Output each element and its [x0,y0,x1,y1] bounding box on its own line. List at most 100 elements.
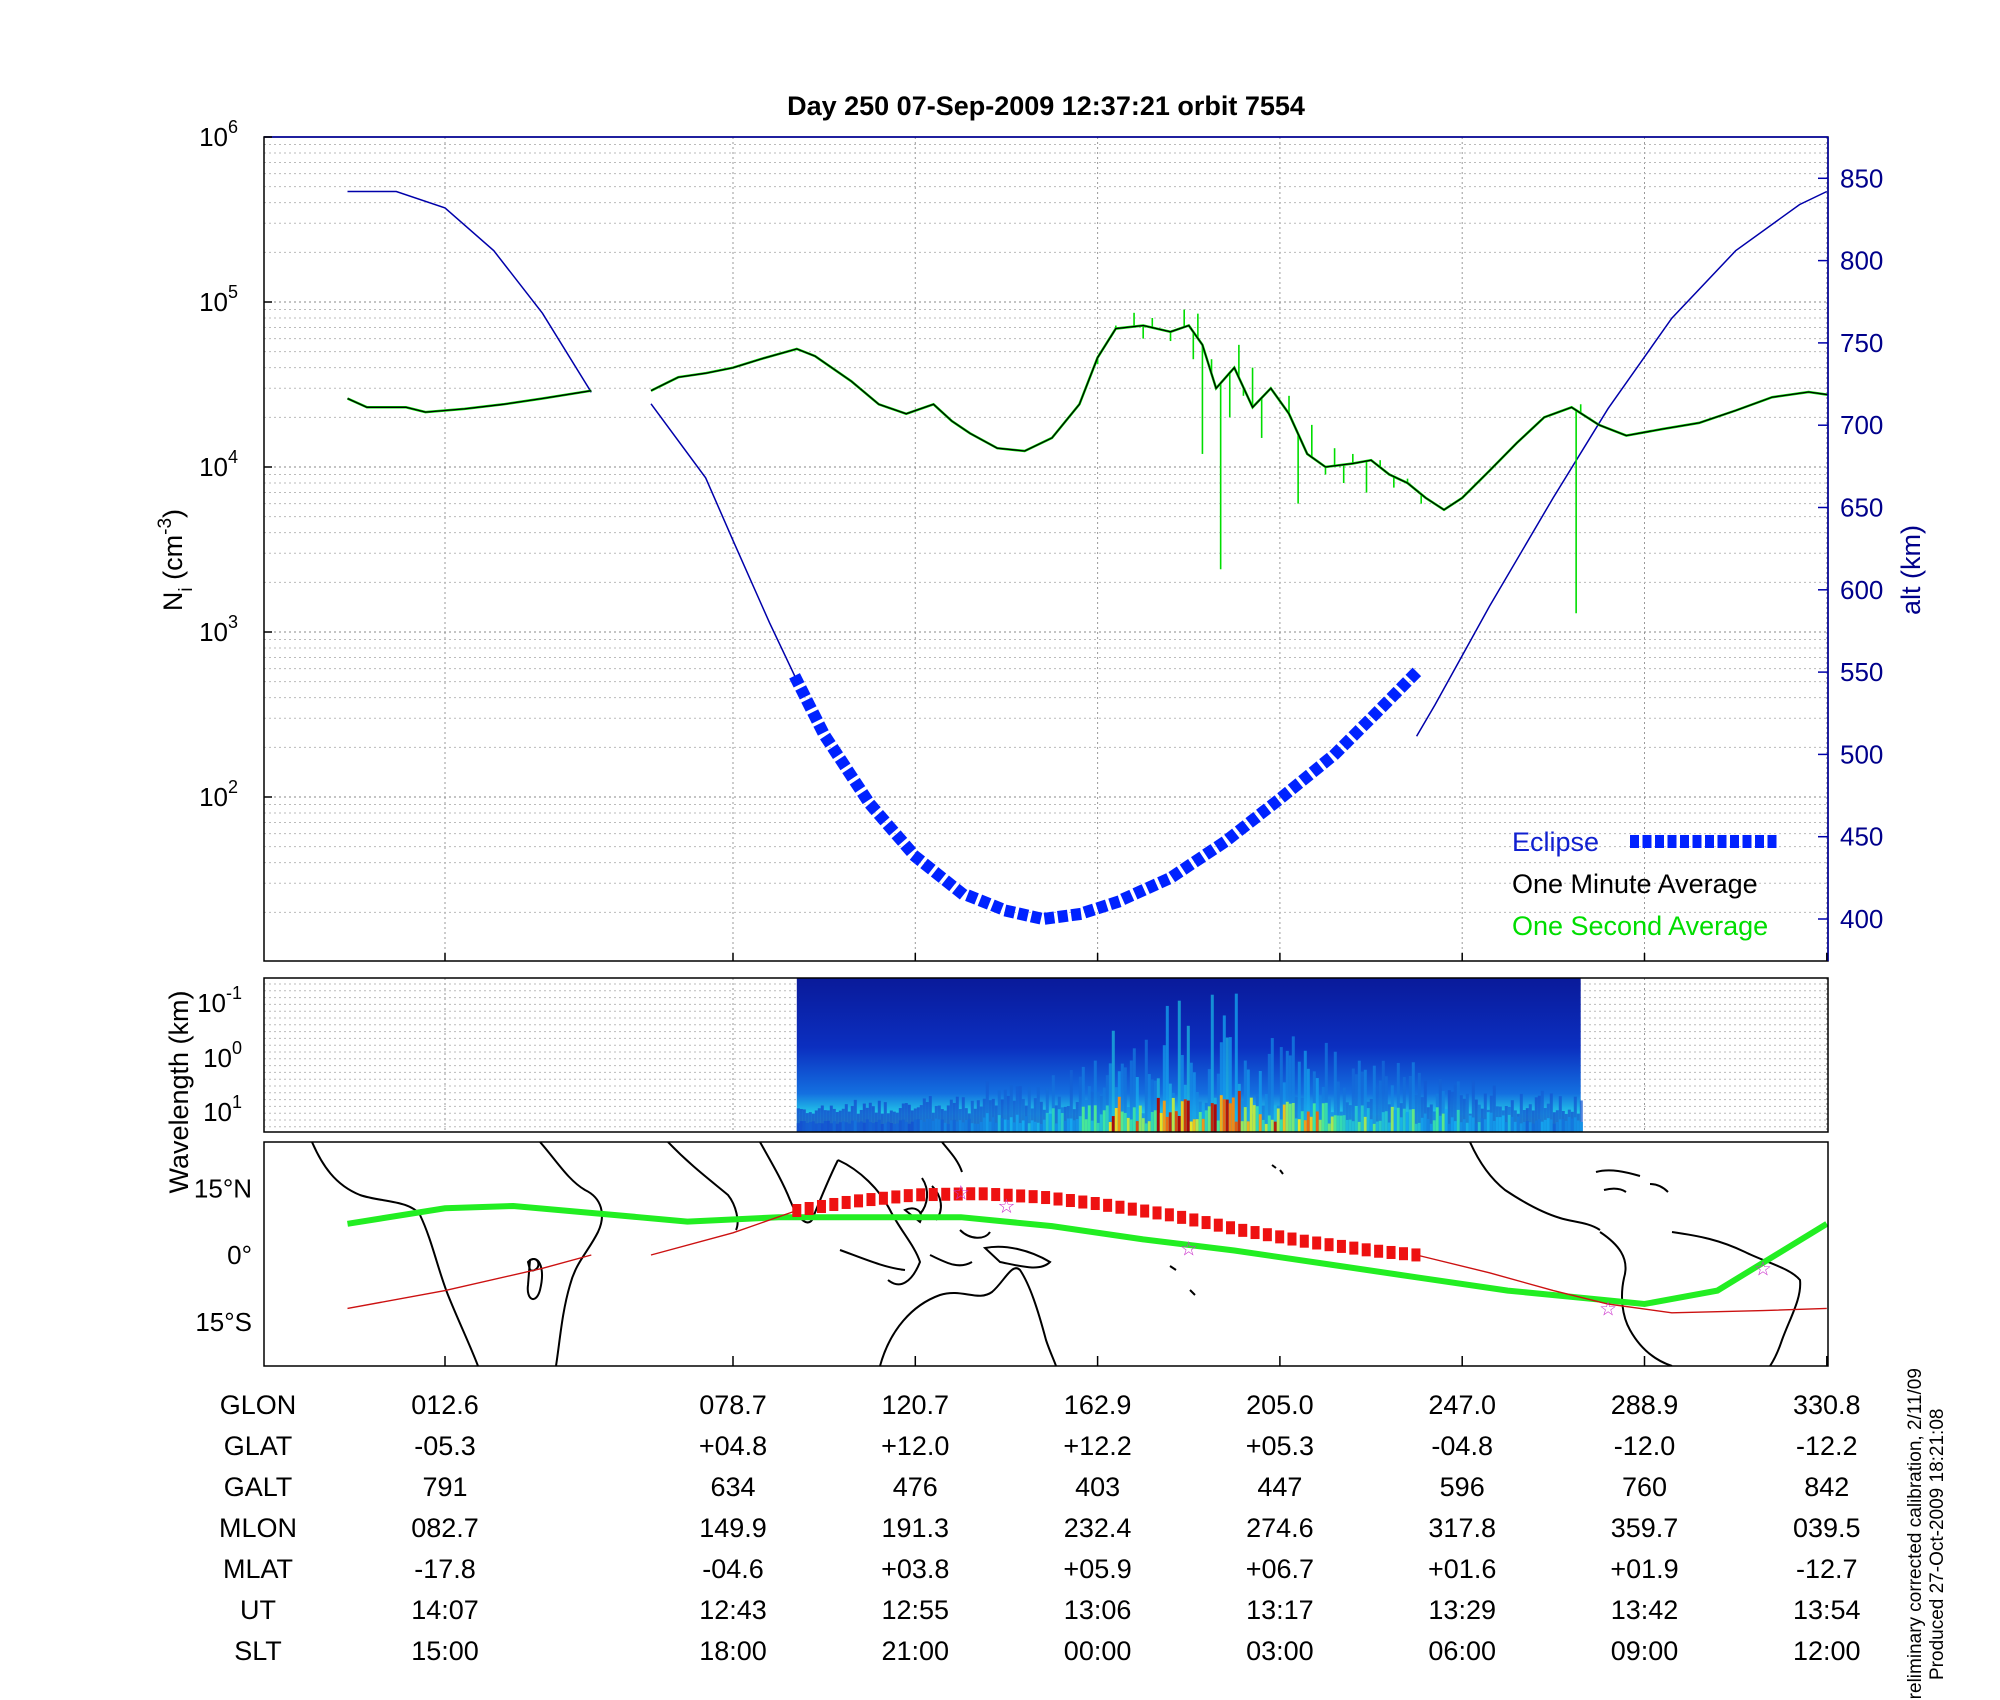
left-y-tick-label: 105 [199,282,238,317]
spectrogram-column-core [847,1123,851,1132]
orbit-table-cell: 15:00 [411,1636,479,1666]
spectrogram-column [1534,1097,1538,1132]
spectrogram-column-core [1051,1108,1055,1132]
left-y-tick-label: 102 [199,777,238,812]
eclipse-track-marker [1189,1213,1199,1227]
orbit-table-cell: -17.8 [414,1554,476,1584]
orbit-table-cell: 13:42 [1611,1595,1679,1625]
spectrogram-column [1555,1110,1559,1132]
spectrogram-column-core [1000,1118,1004,1132]
spectrogram-column [1189,1062,1193,1132]
orbit-table-cell: 247.0 [1428,1390,1496,1420]
spectrogram-column [1459,1095,1463,1132]
spectrogram-column [1123,1067,1127,1132]
spectrogram-column-core [940,1119,944,1132]
spectrogram-column-core [1495,1117,1499,1132]
spectrogram-column-core [1459,1122,1463,1132]
spectrogram-column [1522,1110,1526,1132]
spectrogram-column-core [1291,1102,1295,1132]
spectrogram-column-core [1327,1123,1331,1132]
eclipse-marker [1405,667,1422,684]
spectrogram-column-core [1192,1119,1196,1132]
spectrogram-column [1336,1081,1340,1132]
australia-coastline [879,1267,1057,1366]
spectrogram-column-core [1264,1123,1268,1132]
spectrogram-column-core [1174,1111,1178,1132]
spectrogram-column-core [1549,1119,1553,1132]
spectrogram-column-core [826,1120,830,1132]
left-y-tick-label: 104 [199,447,238,482]
spectrogram-column-core [1189,1121,1193,1132]
spectrogram-column-core [1321,1103,1325,1132]
spectrogram-column-core [1390,1106,1394,1132]
orbit-table-cell: 288.9 [1611,1390,1679,1420]
eclipse-marker [801,697,817,712]
spectrogram-column-core [1324,1102,1328,1132]
right-y-tick-label: 750 [1840,328,1883,358]
eclipse-marker [1287,778,1304,795]
spectrogram-column [1246,1069,1250,1132]
spectrogram-column [961,1097,965,1132]
eclipse-marker [1329,744,1345,760]
spectrogram-column [973,1108,977,1132]
map-latitude-label: 15°S [195,1307,252,1337]
orbit-table-cell: 12:55 [882,1595,950,1625]
spectrogram-column-core [1063,1120,1067,1132]
spectrogram-column-core [1216,1120,1220,1132]
spectrogram-column-core [1282,1104,1286,1132]
eclipse-marker [941,875,957,892]
spectrogram-column-core [1105,1105,1109,1132]
eclipse-marker [1043,911,1056,925]
spectrogram-column [1009,1085,1013,1132]
spectrogram-column [1090,1091,1094,1132]
spectrogram-column-core [970,1123,974,1132]
eclipse-track-marker [978,1187,988,1201]
spectrogram-column-core [1003,1119,1007,1132]
right-y-tick-labels: 400 450 500 550 600 650 700 750 800 850 [444,163,1883,961]
spectrogram-column-core [1318,1119,1322,1132]
spectrogram-column-core [946,1123,950,1132]
spectrogram-y-tick-labels: 10-1 100 101 [197,983,242,1127]
spectrogram-column [838,1110,842,1132]
eclipse-marker [1266,795,1283,811]
spectrogram-column [1039,1101,1043,1132]
spectrogram-column [1318,1095,1322,1132]
spectrogram-column-core [820,1123,824,1132]
spectrogram-column-core [934,1118,938,1132]
orbit-table-cell: 359.7 [1611,1513,1679,1543]
spectrogram-column-core [1198,1111,1202,1132]
spectrogram-column-core [868,1121,872,1132]
spectrogram-column-core [1183,1099,1187,1132]
spectrogram-column-core [1258,1114,1262,1132]
spectrogram-column [1099,1095,1103,1132]
eclipse-track-marker [1398,1247,1408,1261]
spectrogram-column-core [1567,1116,1571,1132]
spectrogram-column [898,1108,902,1132]
spectrogram-column-core [1387,1122,1391,1132]
legend-eclipse-square [1717,835,1727,848]
spectrogram-column-core [1012,1122,1016,1132]
spectrogram-column [922,1098,926,1132]
spectrogram-column-core [1378,1120,1382,1132]
spectrogram-column-core [1381,1112,1385,1132]
eclipse-track-marker [1262,1228,1272,1242]
spectrogram-column-core [1234,1121,1238,1132]
spectrogram-column-core [928,1118,932,1132]
spectrogram-column [1465,1093,1469,1132]
spectrogram-column [1309,1100,1313,1132]
spectrogram-column-core [1219,1095,1223,1132]
spectrogram-column-core [1054,1123,1058,1132]
eclipse-track-marker [854,1194,864,1208]
spectrogram-column-core [1027,1123,1031,1132]
eclipse-marker [1319,752,1335,769]
spectrogram-column-core [1156,1097,1160,1132]
spectrogram-column [1306,1068,1310,1132]
eclipse-track-marker [1349,1241,1359,1255]
eclipse-track-marker [1065,1194,1075,1208]
eclipse-marker [1338,734,1355,751]
spectrogram-column [868,1102,872,1132]
spectrogram-column [1165,1005,1169,1132]
eclipse-marker [873,809,890,826]
eclipse-track-marker [1411,1248,1421,1262]
eclipse-marker [1358,715,1374,732]
